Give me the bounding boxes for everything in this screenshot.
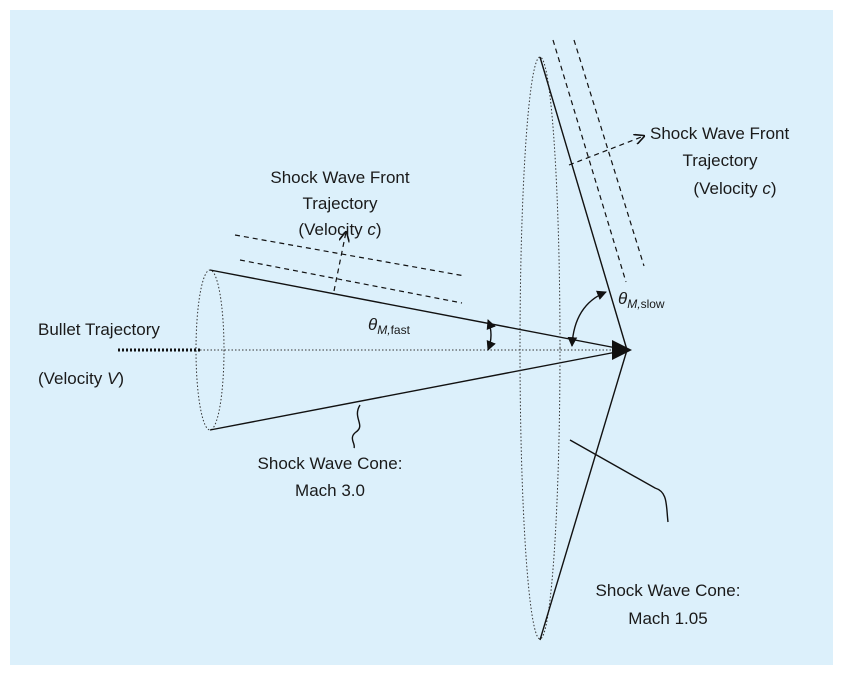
label: Trajectory — [303, 194, 378, 213]
front-arrow — [333, 232, 346, 292]
wave-front — [234, 234, 466, 277]
front-arrow — [568, 136, 644, 166]
label: Shock Wave Front — [650, 124, 789, 143]
label: Mach 1.05 — [628, 609, 707, 628]
label-part: ) — [376, 220, 382, 239]
label: (Velocity c) — [298, 220, 381, 239]
subscript: slow — [641, 297, 665, 311]
fast-cone-edge — [209, 349, 628, 431]
label-part: (Velocity — [38, 369, 107, 388]
fast-cone-edge — [209, 269, 628, 351]
slow-cone-edge — [539, 56, 628, 351]
label-part: (Velocity — [693, 179, 762, 198]
angle-label: θM,slow — [618, 289, 665, 311]
symbol: θ — [618, 289, 628, 308]
label: Shock Wave Cone: — [258, 454, 403, 473]
subscript: fast — [391, 323, 411, 337]
angle-fast-arc — [486, 319, 496, 351]
label-var: c — [762, 179, 771, 198]
leader-line — [569, 439, 669, 523]
symbol: θ — [368, 315, 378, 334]
label: Trajectory — [683, 151, 758, 170]
subscript: M, — [627, 297, 640, 311]
wave-front — [239, 259, 463, 304]
label: Shock Wave Cone: — [596, 581, 741, 600]
label-part: (Velocity — [298, 220, 367, 239]
label: (Velocity c) — [693, 179, 776, 198]
label: Bullet Trajectory — [38, 320, 160, 339]
slow-cone-edge — [539, 349, 628, 641]
label: (Velocity V) — [38, 369, 124, 388]
slow-cone-base — [519, 56, 561, 640]
subscript: M, — [377, 323, 390, 337]
angle-label: θM,fast — [368, 315, 411, 337]
wave-front — [552, 39, 627, 283]
label: Mach 3.0 — [295, 481, 365, 500]
wave-front — [573, 39, 645, 267]
angle-slow-arc — [567, 290, 607, 347]
label-var: c — [367, 220, 376, 239]
bullet — [612, 340, 632, 360]
label-var: V — [107, 369, 120, 388]
label: Shock Wave Front — [270, 168, 409, 187]
label-part: ) — [118, 369, 124, 388]
label-part: ) — [771, 179, 777, 198]
leader-line — [351, 404, 361, 449]
background-panel — [10, 10, 833, 665]
